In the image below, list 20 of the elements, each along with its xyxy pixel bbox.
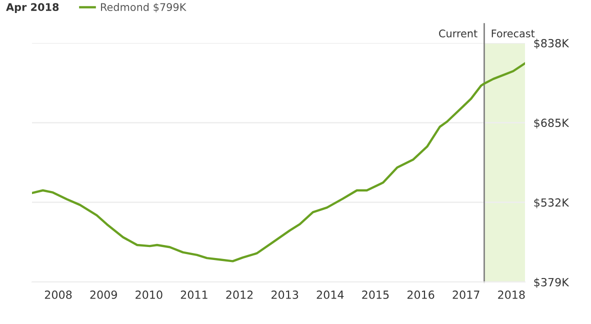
x-tick-label: 2009 (90, 290, 117, 299)
x-tick-label: 2012 (226, 290, 253, 299)
y-tick-label: $685K (534, 118, 570, 129)
x-tick-label: 2017 (452, 290, 480, 299)
y-tick-label: $379K (534, 278, 570, 288)
band-label: Forecast (492, 30, 535, 38)
x-tick-label: 2013 (272, 290, 298, 299)
x-tick-label: 2015 (362, 290, 389, 299)
x-tick-label: 2016 (407, 290, 434, 299)
x-tick-label: 2008 (44, 290, 72, 299)
chart-title: Apr 2018 (6, 3, 59, 14)
x-tick-label: 2010 (136, 290, 162, 299)
x-tick-label: 2018 (498, 290, 525, 299)
ref-line-label: Current (439, 30, 478, 38)
x-tick-label: 2011 (180, 290, 208, 299)
y-tick-label: $532K (534, 198, 570, 208)
line-series (32, 62, 525, 262)
x-tick-label: 2014 (316, 290, 344, 299)
y-tick-label: $838K (534, 38, 570, 49)
legend-label: Redmond $799K (101, 2, 186, 12)
